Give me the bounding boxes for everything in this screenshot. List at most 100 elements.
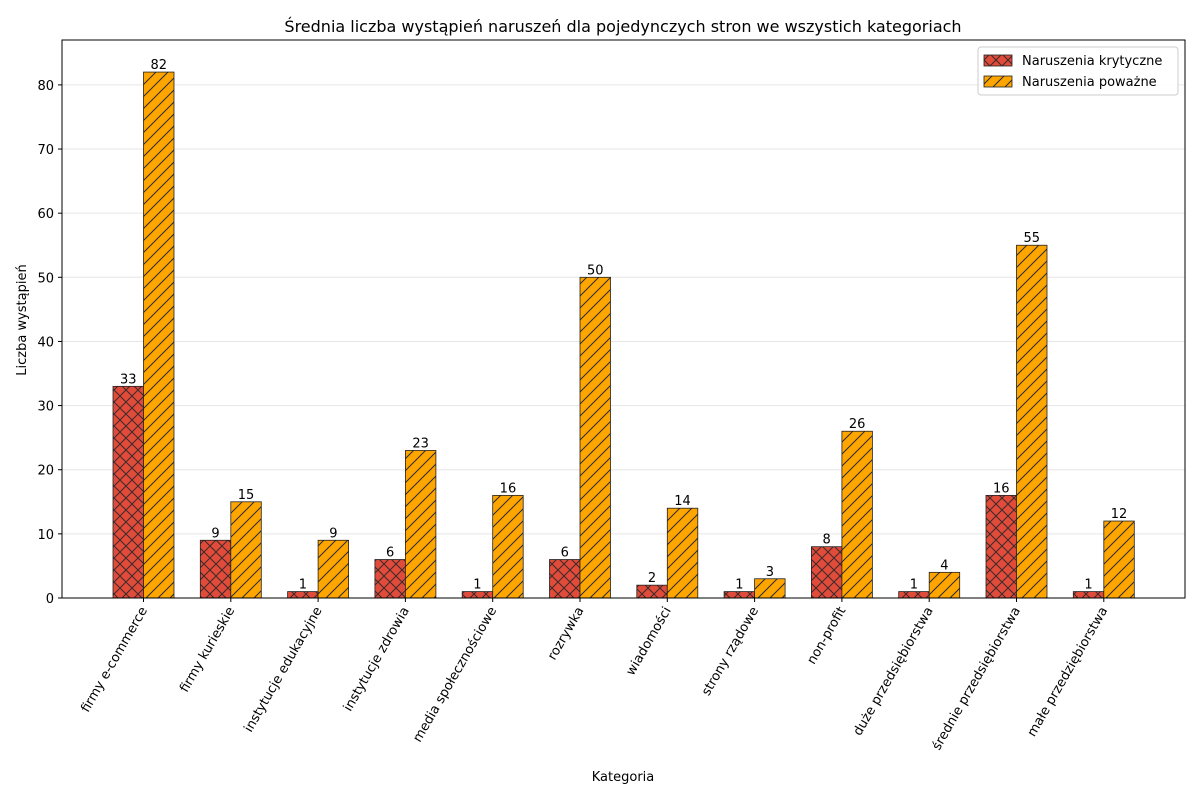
legend-box: [977, 46, 1179, 96]
bar-value-label: 15: [238, 488, 255, 503]
bar-hatch: [985, 494, 1017, 599]
bar-hatch: [636, 584, 668, 599]
bar-value-label: 4: [940, 558, 948, 573]
grid-lines: [62, 84, 1185, 535]
legend-swatch-hatch: [983, 54, 1013, 67]
y-tick-label: 30: [37, 400, 54, 415]
bar-value-label: 16: [500, 481, 517, 496]
bar-value-label: 9: [329, 526, 337, 541]
bar-hatch: [143, 71, 175, 599]
bar-hatch: [492, 494, 524, 599]
bar-value-label: 82: [150, 58, 167, 73]
y-axis: 0 10 20 30 40 50 60 70 80: [37, 79, 62, 607]
bar-value-label: 50: [587, 263, 604, 278]
bar-hatch: [841, 430, 873, 599]
legend-label: Naruszenia krytyczne: [1022, 54, 1162, 69]
bar-value-label: 8: [823, 533, 831, 548]
bar-group: [112, 385, 144, 599]
x-tick-label: non-profit: [805, 605, 850, 668]
x-tick-label: duże przedsiębiorstwa: [851, 605, 937, 739]
y-tick-label: 40: [37, 335, 54, 350]
bar-value-label: 16: [993, 481, 1010, 496]
bar-hatch: [230, 501, 262, 599]
x-tick-label: rozrywka: [545, 605, 587, 663]
bar-hatch: [928, 571, 961, 599]
y-axis-label: Liczba wystąpień: [15, 264, 30, 375]
bar-hatch: [666, 507, 699, 599]
bars: [112, 71, 1135, 599]
legend: Naruszenia krytyczne Naruszenia poważne: [977, 46, 1179, 96]
bar-hatch: [112, 385, 144, 599]
bar-hatch: [404, 450, 437, 599]
bar-group: [374, 559, 406, 599]
bar-group: [985, 494, 1017, 599]
plot-frame: [61, 39, 1186, 599]
bar-group: [549, 559, 581, 599]
bar-hatch: [1103, 520, 1135, 599]
bar-hatch: [317, 539, 350, 599]
x-tick-label: średnie przedsiębiorstwa: [930, 605, 1024, 753]
bar-value-label: 55: [1023, 231, 1040, 246]
y-tick-label: 50: [37, 271, 54, 286]
x-tick-label: instytucje zdrowia: [341, 605, 413, 715]
bar-value-label: 12: [1111, 507, 1128, 522]
bar-value-label: 6: [561, 546, 569, 561]
bar-hatch: [1016, 244, 1048, 599]
bar-group: [230, 501, 262, 599]
legend-swatch-hatch: [983, 75, 1013, 88]
bar-value-label: 26: [849, 417, 866, 432]
y-tick-label: 20: [37, 464, 54, 479]
bar-value-label: 1: [299, 578, 307, 593]
x-axis-label: Kategoria: [592, 770, 655, 785]
bar-hatch: [811, 546, 843, 599]
bar-value-label: 1: [910, 578, 918, 593]
bar-value-label: 14: [674, 494, 691, 509]
bar-group: [754, 578, 786, 599]
legend-entry: Naruszenia poważne: [983, 75, 1157, 90]
bar-group: [1016, 244, 1048, 599]
x-tick-label: małe przedziębiorstwa: [1025, 605, 1112, 740]
bar-hatch: [374, 559, 406, 599]
bar-value-label: 6: [386, 546, 394, 561]
bar-group: [811, 546, 843, 599]
x-tick-label: strony rządowe: [699, 605, 762, 699]
bar-value-label: 1: [1084, 578, 1092, 593]
bar-group: [492, 494, 524, 599]
bar-group: [1103, 520, 1135, 599]
legend-label: Naruszenia poważne: [1022, 75, 1157, 90]
x-tick-label: firmy e-commerce: [78, 605, 151, 716]
bar-value-label: 1: [735, 578, 743, 593]
x-tick-label: instytucje edukacyjne: [242, 605, 326, 736]
x-tick-label: wiadomości: [623, 605, 674, 679]
bar-hatch: [754, 578, 786, 599]
x-tick-label: firmy kurieskie: [177, 605, 238, 696]
bar-value-label: 2: [648, 571, 656, 586]
y-tick-label: 70: [37, 143, 54, 158]
bar-group: [199, 539, 232, 599]
bar-group: [928, 571, 961, 599]
y-tick-label: 10: [37, 528, 54, 543]
bar-group: [579, 276, 611, 599]
bar-value-label: 23: [412, 436, 429, 451]
y-tick-label: 80: [37, 79, 54, 94]
legend-entry: Naruszenia krytyczne: [983, 54, 1162, 69]
bar-value-label: 1: [473, 578, 481, 593]
bar-group: [666, 507, 699, 599]
bar-group: [636, 584, 668, 599]
bar-value-label: 9: [211, 526, 219, 541]
bar-hatch: [549, 559, 581, 599]
bar-group: [317, 539, 350, 599]
bar-value-label: 33: [120, 372, 137, 387]
bar-value-label: 3: [766, 565, 774, 580]
chart-title: Średnia liczba wystąpień naruszeń dla po…: [284, 17, 961, 36]
bar-group: [841, 430, 873, 599]
x-tick-label: media społecznościowe: [410, 605, 500, 746]
bar-hatch: [579, 276, 611, 599]
bar-hatch: [199, 539, 232, 599]
bar-group: [404, 450, 437, 599]
y-tick-label: 0: [46, 592, 54, 607]
y-tick-label: 60: [37, 207, 54, 222]
